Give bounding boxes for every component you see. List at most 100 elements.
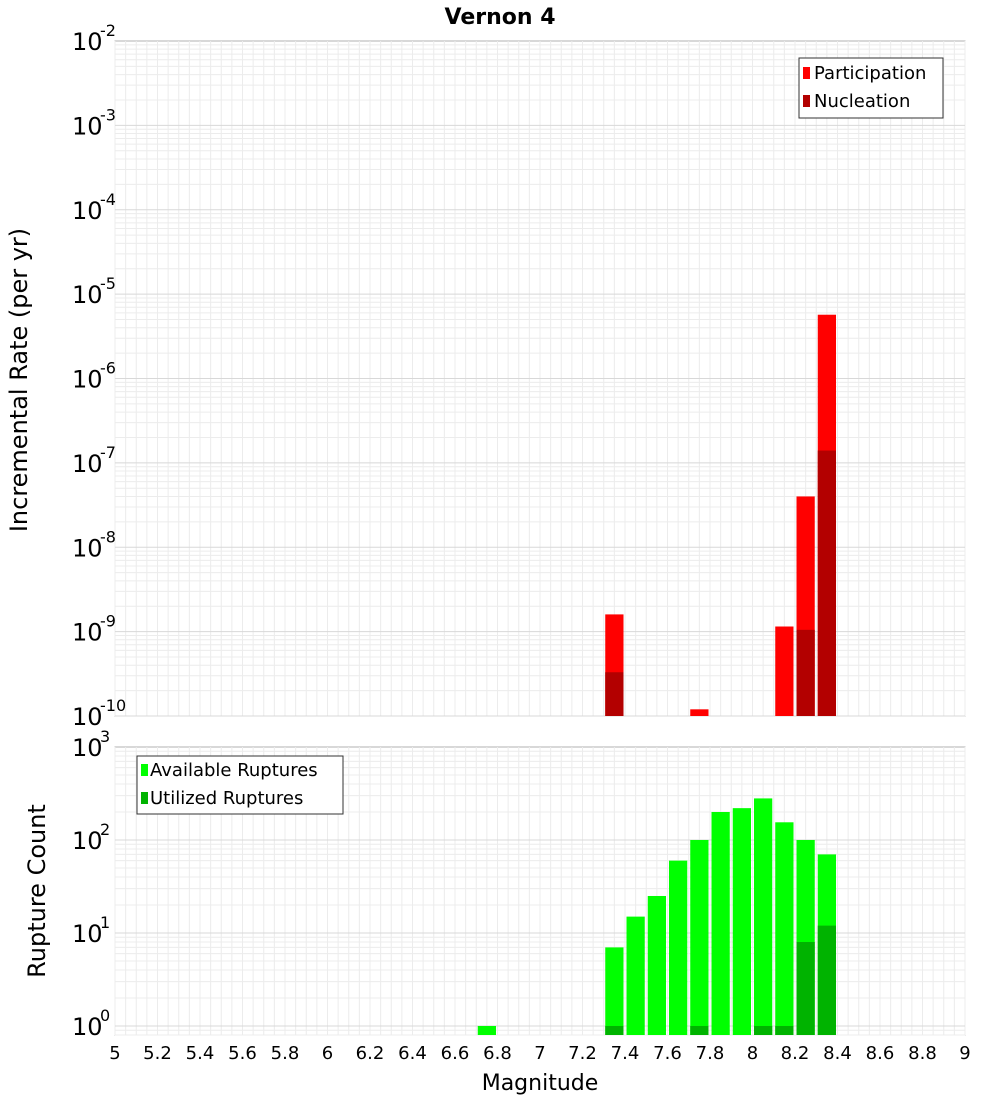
count-bar-series1 (690, 839, 709, 1035)
available-legend-swatch (141, 764, 148, 776)
rate-y-tick-base: 10 (72, 619, 103, 647)
count-y-tick-exponent: 2 (100, 820, 110, 839)
utilized-legend-label: Utilized Ruptures (150, 788, 303, 809)
rate-gridlines (114, 41, 966, 717)
rate-y-tick-base: 10 (72, 450, 103, 478)
rate-y-tick-base: 10 (72, 366, 103, 394)
x-tick-label: 5.2 (143, 1043, 172, 1064)
x-tick-label: 6.8 (483, 1043, 512, 1064)
nucleation-legend-label: Nucleation (814, 91, 910, 112)
rate-y-tick-base: 10 (72, 281, 103, 309)
count-y-tick-exponent: 1 (100, 913, 110, 932)
x-tick-label: 5.6 (228, 1043, 257, 1064)
x-tick-label: 5.8 (271, 1043, 300, 1064)
rate-bars (605, 314, 836, 716)
count-y-axis-label: Rupture Count (23, 804, 51, 978)
count-bar-series1 (711, 812, 730, 1035)
rate-y-tick: 10-10 (72, 696, 126, 731)
rate-y-tick-base: 10 (72, 28, 103, 56)
rate-y-tick: 10-9 (72, 612, 116, 647)
x-tick-label: 5 (109, 1043, 120, 1064)
rate-y-tick-exponent: -7 (100, 443, 116, 462)
x-tick-label: 5.4 (186, 1043, 215, 1064)
count-bar-series2 (817, 925, 836, 1035)
rate-bar-series2 (796, 629, 815, 716)
count-legend: Available Ruptures Utilized Ruptures (136, 755, 344, 815)
count-bar-series1 (477, 1025, 496, 1035)
count-bar-series1 (754, 798, 773, 1035)
x-tick-label: 7.6 (653, 1043, 682, 1064)
count-y-tick: 101 (72, 913, 110, 948)
rate-y-tick: 10-5 (72, 274, 116, 309)
rate-y-tick-exponent: -9 (100, 612, 116, 631)
rate-y-tick-exponent: -2 (100, 21, 116, 40)
rate-y-tick-exponent: -10 (100, 696, 126, 715)
count-y-tick-base: 10 (72, 734, 103, 762)
count-y-tick-base: 10 (72, 1013, 103, 1041)
rate-panel: 10-210-310-410-510-610-710-810-910-10 In… (5, 21, 966, 731)
rate-y-tick: 10-7 (72, 443, 116, 478)
x-tick-label: 8.8 (908, 1043, 937, 1064)
count-bar-series1 (626, 916, 645, 1035)
rate-y-tick-exponent: -6 (100, 359, 116, 378)
x-tick-label: 8 (747, 1043, 758, 1064)
count-bar-series2 (754, 1025, 773, 1035)
count-bar-series1 (732, 808, 751, 1035)
x-axis-tick-labels: 5 5.2 5.4 5.6 5.8 6 6.2 6.4 6.6 6.8 7 7.2 7.4 7.6 7.8 8… (109, 1043, 970, 1064)
count-bar-series1 (647, 895, 666, 1035)
count-y-tick: 102 (72, 820, 110, 855)
x-tick-label: 7.4 (611, 1043, 640, 1064)
count-y-tick-base: 10 (72, 920, 103, 948)
rate-y-tick-exponent: -5 (100, 274, 116, 293)
count-y-tick: 100 (72, 1006, 110, 1041)
rate-y-axis-label: Incremental Rate (per yr) (5, 228, 33, 532)
count-bar-series1 (775, 822, 794, 1035)
x-axis-label: Magnitude (482, 1071, 599, 1096)
utilized-legend-swatch (141, 792, 148, 804)
rate-y-tick-base: 10 (72, 112, 103, 140)
x-tick-label: 6.4 (398, 1043, 427, 1064)
x-tick-label: 6 (322, 1043, 333, 1064)
rate-bar-series2 (817, 450, 836, 716)
x-tick-label: 8.4 (823, 1043, 852, 1064)
count-y-tick: 103 (72, 727, 110, 762)
rate-y-tick: 10-2 (72, 21, 116, 56)
x-tick-label: 6.6 (441, 1043, 470, 1064)
available-legend-label: Available Ruptures (150, 760, 318, 781)
rate-y-tick: 10-3 (72, 105, 116, 140)
chart-title: Vernon 4 (445, 5, 556, 30)
rate-y-tick-exponent: -8 (100, 527, 116, 546)
participation-legend-label: Participation (814, 63, 926, 84)
rate-y-tick-exponent: -3 (100, 105, 116, 124)
x-tick-label: 7 (534, 1043, 545, 1064)
rate-y-tick-base: 10 (72, 197, 103, 225)
rate-bar-series1 (690, 709, 709, 716)
rate-y-tick: 10-6 (72, 359, 116, 394)
rate-legend-box (798, 57, 944, 119)
rate-legend: Participation Nucleation (798, 57, 944, 119)
x-tick-label: 8.6 (866, 1043, 895, 1064)
rate-y-tick: 10-8 (72, 527, 116, 562)
count-legend-box (136, 755, 344, 815)
count-y-tick-base: 10 (72, 827, 103, 855)
count-bar-series2 (690, 1025, 709, 1035)
rate-bar-series1 (775, 626, 794, 716)
x-tick-label: 9 (959, 1043, 970, 1064)
count-bar-series2 (605, 1025, 624, 1035)
x-tick-label: 6.2 (356, 1043, 385, 1064)
x-tick-label: 7.8 (696, 1043, 725, 1064)
rate-y-tick-labels: 10-210-310-410-510-610-710-810-910-10 (72, 21, 126, 731)
count-y-tick-exponent: 0 (100, 1006, 110, 1025)
count-y-tick-exponent: 3 (100, 727, 110, 746)
count-bar-series2 (796, 942, 815, 1035)
nucleation-legend-swatch (803, 95, 810, 107)
rate-y-tick-base: 10 (72, 534, 103, 562)
rate-y-tick: 10-4 (72, 190, 116, 225)
count-bar-series1 (669, 860, 688, 1035)
count-bars (477, 798, 836, 1035)
rate-y-tick-base: 10 (72, 703, 103, 731)
count-bar-series1 (605, 947, 624, 1035)
